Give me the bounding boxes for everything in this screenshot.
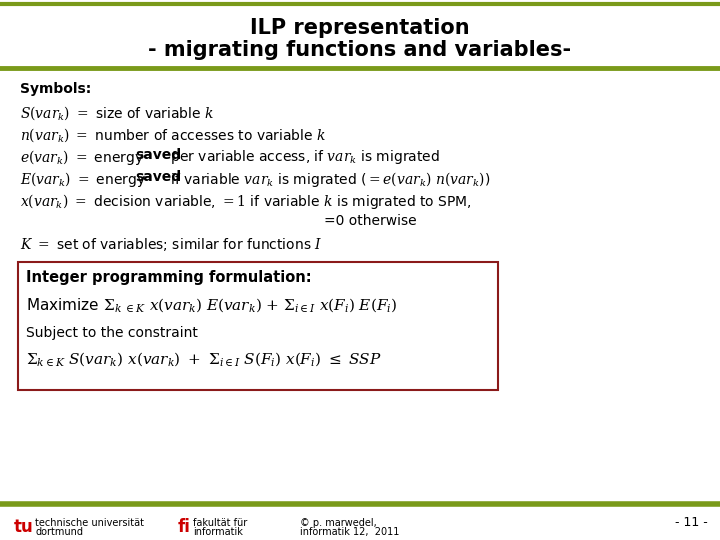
Text: informatik 12,  2011: informatik 12, 2011 bbox=[300, 527, 400, 537]
Text: dortmund: dortmund bbox=[35, 527, 83, 537]
Text: fakultät für: fakultät für bbox=[193, 518, 247, 528]
Text: ILP representation: ILP representation bbox=[250, 18, 470, 38]
Text: if variable $var_k$ is migrated ($= e(var_k)\ n(var_k)$): if variable $var_k$ is migrated ($= e(va… bbox=[166, 170, 490, 189]
Text: $\Sigma_{k \in K}\ S(var_k)\ x(var_k)\ +\ \Sigma_{i \in I}\ S(F_i)\ x(F_i)\ \leq: $\Sigma_{k \in K}\ S(var_k)\ x(var_k)\ +… bbox=[26, 350, 382, 368]
Text: - 11 -: - 11 - bbox=[675, 516, 708, 530]
Text: Subject to the constraint: Subject to the constraint bbox=[26, 326, 198, 340]
Text: per variable access, if $var_k$ is migrated: per variable access, if $var_k$ is migra… bbox=[166, 148, 440, 166]
Text: informatik: informatik bbox=[193, 527, 243, 537]
Text: Maximize $\Sigma_{k\ \in K}\ x(var_k)\ E(var_k)$ $+\ \Sigma_{i \in I}\ x(F_i)\ E: Maximize $\Sigma_{k\ \in K}\ x(var_k)\ E… bbox=[26, 296, 397, 314]
Text: Integer programming formulation:: Integer programming formulation: bbox=[26, 270, 312, 285]
Text: © p. marwedel,: © p. marwedel, bbox=[300, 518, 377, 528]
Text: saved: saved bbox=[135, 170, 181, 184]
Text: =0 otherwise: =0 otherwise bbox=[324, 214, 416, 228]
Text: $K$ $=$ set of variables; similar for functions $I$: $K$ $=$ set of variables; similar for fu… bbox=[20, 236, 323, 253]
Text: fi: fi bbox=[178, 518, 191, 536]
FancyBboxPatch shape bbox=[18, 262, 498, 390]
Text: $S(var_k)$ $=$ size of variable $k$: $S(var_k)$ $=$ size of variable $k$ bbox=[20, 104, 214, 122]
Text: $E(var_k)$ $=$ energy: $E(var_k)$ $=$ energy bbox=[20, 170, 146, 189]
Text: technische universität: technische universität bbox=[35, 518, 144, 528]
Text: Symbols:: Symbols: bbox=[20, 82, 91, 96]
Text: $n(var_k)$ $=$ number of accesses to variable $k$: $n(var_k)$ $=$ number of accesses to var… bbox=[20, 126, 326, 144]
Text: - migrating functions and variables-: - migrating functions and variables- bbox=[148, 40, 572, 60]
Text: $x(var_k)$ $=$ decision variable, $=1$ if variable $k$ is migrated to SPM,: $x(var_k)$ $=$ decision variable, $=1$ i… bbox=[20, 192, 472, 211]
Text: $e(var_k)$ $=$ energy: $e(var_k)$ $=$ energy bbox=[20, 148, 145, 167]
Text: saved: saved bbox=[135, 148, 181, 162]
Text: tu: tu bbox=[14, 518, 34, 536]
